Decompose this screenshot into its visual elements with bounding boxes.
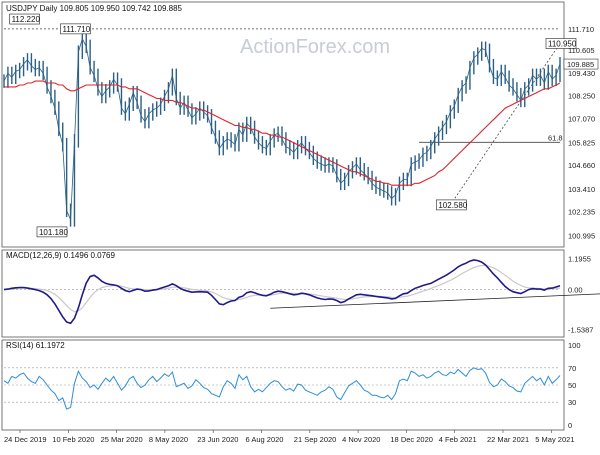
x-axis-label: 21 Sep 2020 xyxy=(294,435,337,444)
x-axis-label: 10 Feb 2020 xyxy=(52,435,94,444)
macd-series-layer xyxy=(3,259,600,325)
level-callout-box xyxy=(60,23,91,35)
level-callout-box xyxy=(36,226,68,238)
x-axis-label: 25 Mar 2020 xyxy=(101,435,143,444)
x-axis-labels-layer: 24 Dec 2019 10 Feb 2020 25 Mar 2020 8 May 2… xyxy=(4,430,575,444)
price-y-tick: 104.660 xyxy=(568,161,595,170)
rsi-panel-title: RSI(14) 61.1972 xyxy=(6,341,65,350)
level-callout-box xyxy=(9,13,40,25)
grid-layer: 61.8 xyxy=(4,28,563,403)
price-y-tick: 102.235 xyxy=(568,208,595,217)
level-callout-box xyxy=(436,199,467,211)
x-axis-label: 6 Aug 2020 xyxy=(246,435,284,444)
x-axis-label: 23 Jun 2020 xyxy=(197,435,238,444)
price-panel-title: USDJPY Daily 109.805 109.950 109.742 109… xyxy=(6,4,183,13)
macd-signal-line xyxy=(3,264,561,313)
current-price-label: 109.885 xyxy=(567,60,594,69)
price-y-tick: 107.070 xyxy=(568,114,595,123)
price-y-tick: 108.250 xyxy=(568,92,595,101)
price-series-layer: 112.220 111.710 101.180 102.580 110.950 xyxy=(3,13,577,238)
macd-panel-frame xyxy=(1,249,565,338)
macd-trendline xyxy=(270,293,600,309)
rising-channel-line xyxy=(450,43,561,206)
level-callout-box xyxy=(545,38,577,49)
macd-y-tick: 1.1955 xyxy=(568,255,591,264)
level-callout-label: 112.220 xyxy=(12,15,41,24)
rsi-y-tick: 30 xyxy=(568,398,576,407)
price-y-tick: 111.710 xyxy=(568,25,594,34)
level-callout-label: 101.180 xyxy=(39,228,68,237)
rsi-line xyxy=(3,367,561,410)
watermark: ActionForex.com xyxy=(240,36,390,58)
axis-labels-layer: 111.710 110.605 109.430 108.250 107.070 105.8… xyxy=(563,25,599,430)
rsi-y-tick: 70 xyxy=(568,364,576,373)
rsi-y-tick: 100 xyxy=(568,341,581,350)
x-axis-label: 8 May 2020 xyxy=(149,435,188,444)
price-y-tick: 105.825 xyxy=(568,138,595,147)
x-axis-label: 24 Dec 2019 xyxy=(4,435,47,444)
rsi-panel-frame xyxy=(1,339,565,431)
price-close-line xyxy=(3,37,561,221)
macd-y-tick: -1.5387 xyxy=(568,326,593,335)
macd-line xyxy=(3,259,561,325)
level-callout-label: 110.950 xyxy=(548,40,577,49)
level-callout-label: 111.710 xyxy=(62,25,90,34)
macd-y-tick: 0.00 xyxy=(568,286,583,295)
x-axis-label: 4 Feb 2021 xyxy=(439,435,477,444)
moving-average-line xyxy=(4,80,561,186)
fibonacci-label: 61.8 xyxy=(548,133,563,142)
price-y-tick: 103.410 xyxy=(568,185,595,194)
price-y-tick: 110.605 xyxy=(568,46,595,55)
rsi-series-layer xyxy=(3,367,561,410)
price-y-tick: 109.430 xyxy=(568,69,595,78)
price-panel-frame xyxy=(1,1,565,248)
rsi-y-tick: 0 xyxy=(568,421,572,430)
level-callout-label: 102.580 xyxy=(438,201,467,210)
x-axis-label: 4 Nov 2020 xyxy=(342,435,380,444)
macd-panel-title: MACD(12,26,9) 0.1496 0.0769 xyxy=(6,251,116,260)
x-axis-label: 18 Dec 2020 xyxy=(390,435,433,444)
current-price-tag xyxy=(563,58,599,70)
price-y-tick: 100.995 xyxy=(568,232,595,241)
x-axis-label: 22 Mar 2021 xyxy=(487,435,529,444)
rsi-y-tick: 50 xyxy=(568,381,576,390)
x-axis-label: 5 May 2021 xyxy=(535,435,574,444)
